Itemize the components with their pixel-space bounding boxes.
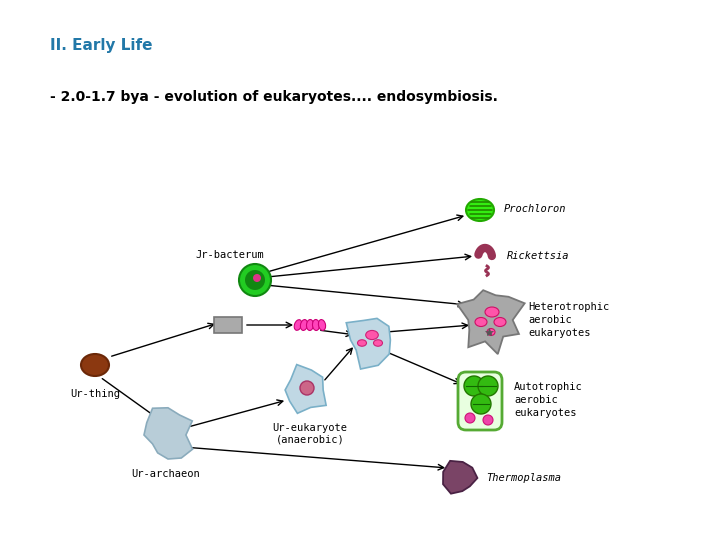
Polygon shape [144, 408, 192, 459]
Text: Thermoplasma: Thermoplasma [486, 473, 561, 483]
Ellipse shape [487, 328, 495, 335]
Ellipse shape [294, 320, 302, 330]
Text: Heterotrophic
aerobic
eukaryotes: Heterotrophic aerobic eukaryotes [528, 302, 609, 338]
Text: Jr-bacterum: Jr-bacterum [196, 250, 264, 260]
Ellipse shape [494, 318, 506, 327]
Ellipse shape [374, 340, 382, 346]
Text: II. Early Life: II. Early Life [50, 38, 153, 53]
Circle shape [464, 376, 484, 396]
Text: Ur-archaeon: Ur-archaeon [132, 469, 200, 479]
Ellipse shape [475, 318, 487, 327]
Polygon shape [285, 364, 326, 413]
Text: Ur-eukaryote
(anaerobic): Ur-eukaryote (anaerobic) [272, 423, 348, 444]
Ellipse shape [300, 320, 307, 330]
Text: Ur-thing: Ur-thing [70, 389, 120, 399]
Circle shape [465, 413, 475, 423]
Circle shape [239, 264, 271, 296]
Ellipse shape [81, 354, 109, 376]
Ellipse shape [318, 320, 325, 330]
Ellipse shape [307, 320, 313, 330]
Polygon shape [443, 461, 477, 494]
Polygon shape [457, 290, 525, 354]
Circle shape [300, 381, 314, 395]
Text: - 2.0-1.7 bya - evolution of eukaryotes.... endosymbiosis.: - 2.0-1.7 bya - evolution of eukaryotes.… [50, 90, 498, 104]
Ellipse shape [366, 330, 378, 340]
Bar [214, 317, 242, 333]
FancyBboxPatch shape [458, 372, 502, 430]
Ellipse shape [485, 307, 499, 317]
Ellipse shape [312, 320, 320, 330]
Text: Rickettsia: Rickettsia [507, 251, 570, 261]
Text: Prochloron: Prochloron [504, 204, 567, 214]
Circle shape [471, 394, 491, 414]
Ellipse shape [358, 340, 366, 346]
Circle shape [478, 376, 498, 396]
Polygon shape [346, 319, 390, 369]
Ellipse shape [466, 199, 494, 221]
Circle shape [253, 274, 261, 282]
Circle shape [245, 270, 265, 290]
Circle shape [483, 415, 493, 425]
Text: Autotrophic
aerobic
eukaryotes: Autotrophic aerobic eukaryotes [514, 382, 582, 418]
